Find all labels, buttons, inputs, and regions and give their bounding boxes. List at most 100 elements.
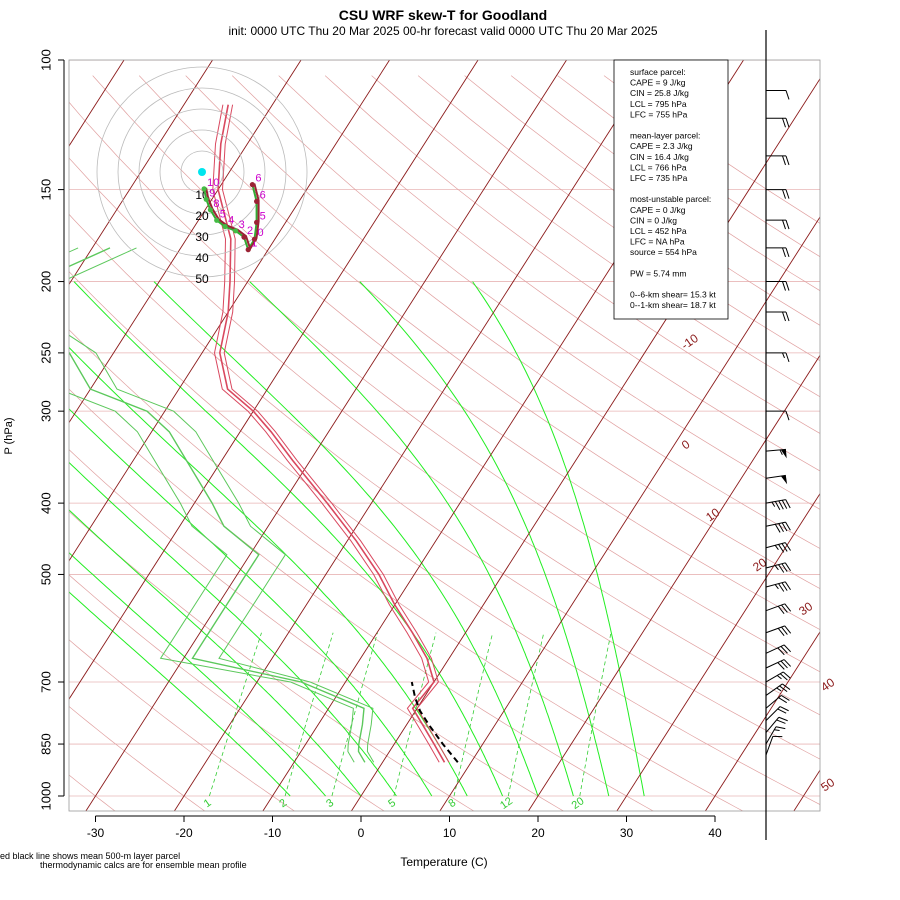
mixing-ratio-line [209,632,262,797]
isotherm-label: 0 [679,437,693,452]
barb-flag [778,564,785,573]
barb-flag [778,500,784,510]
dewpoint-line [69,247,355,763]
wind-barb [765,448,787,459]
hodograph-point-label: 0 [258,227,264,239]
y-tick-label: 150 [38,179,53,201]
barb-flag [782,671,791,679]
wind-barb [765,706,789,722]
barb-flag [782,311,786,322]
wind-barb [765,625,792,637]
dry-adiabat [92,75,820,631]
hodograph-ring [117,87,287,257]
info-box-line: CAPE = 0 J/kg [630,205,686,215]
wind-barb [766,281,790,291]
isotherm [69,60,214,286]
hodograph-point-label: 6 [260,189,266,201]
y-tick-label: 500 [38,564,53,586]
dry-adiabat [69,774,116,811]
isotherm [616,492,820,811]
barb-half-flag [774,584,779,590]
isotherm [350,77,820,811]
dry-adiabat [69,705,206,811]
dry-adiabat [69,271,820,805]
hodograph-point [249,182,255,188]
moist-adiabat [249,281,574,797]
isotherm [173,60,656,811]
mixing-ratio-label: 2 [277,797,289,810]
temperature-line [217,104,446,763]
dry-adiabat [278,75,820,472]
wind-barb [765,603,792,614]
barb-flag [782,118,786,128]
hodograph-ring-label: 30 [195,230,209,244]
chart-title: CSU WRF skew-T for Goodland [338,7,548,23]
barb-flag [781,626,788,635]
barb-flag [776,719,786,724]
hodograph-ring-label: 40 [195,251,209,265]
hodograph-ring [180,150,224,194]
x-axis-label: Temperature (C) [400,855,487,869]
barb-half-flag [771,501,776,507]
dry-adiabat [69,157,820,716]
hodograph-ring [159,129,245,215]
hodograph-trace [205,183,260,252]
y-tick-label: 700 [38,671,53,693]
wind-barb [766,247,790,258]
barb-flag [775,726,786,730]
chart-subtitle: init: 0000 UTC Thu 20 Mar 2025 00-hr for… [228,24,658,38]
isotherm [69,60,302,424]
temperature-line [212,104,440,763]
wind-barb [766,311,790,322]
barb-flag [784,625,792,634]
footnote-line2: thermodynamic calcs are for ensemble mea… [40,860,247,870]
info-box-frame [613,59,729,320]
info-box-line: LFC = NA hPa [630,237,685,247]
info-box-line: CIN = 25.8 J/kg [630,88,689,98]
wind-barbs [765,30,792,840]
isotherm-label: 40 [818,675,837,694]
footnote-line1: ed black line shows mean 500-m layer par… [0,851,181,861]
wind-barb [765,499,791,511]
barb-flag [781,563,788,572]
mixing-ratio-label: 3 [324,797,336,810]
barb-flag [777,708,787,714]
barb-half-flag [774,729,780,732]
hodograph-point-label: 8 [213,198,219,210]
dry-adiabat [69,213,820,760]
wind-barb [765,694,790,709]
hodograph-ring-label: 50 [195,272,209,286]
hodograph-point [241,234,247,240]
barb-flag [782,281,786,291]
wind-barb [766,189,790,199]
barb-flag [785,352,790,363]
dry-adiabat [231,75,820,510]
info-box-line: surface parcel: [630,67,686,77]
mixing-ratio-line [284,632,334,797]
barb-flag [785,499,791,509]
info-box-line: LFC = 735 hPa [630,173,688,183]
barb-flag [774,524,781,533]
moist-adiabat [472,281,645,797]
wind-barb [765,581,791,592]
isotherm [439,216,820,811]
barb-shaft [765,448,786,452]
y-tick-label: 300 [38,400,53,422]
barb-flag [785,281,790,291]
barb-flag [781,543,788,552]
barb-flag [782,247,786,258]
moist-adiabat [69,461,397,797]
x-tick-label: 20 [531,826,545,840]
hodograph-point-label: 2 [247,225,253,237]
barb-flag [784,603,792,612]
wind-barb [766,219,790,230]
barb-flag [782,189,786,199]
mixing-ratio-line [393,632,437,797]
isotherm [882,44,900,812]
barb-pennant [780,449,787,459]
wind-barb [765,726,786,745]
barb-flag [781,604,788,613]
barb-flag [781,500,788,509]
hodograph-point-label: 5 [260,210,266,222]
barb-flag [779,673,788,681]
